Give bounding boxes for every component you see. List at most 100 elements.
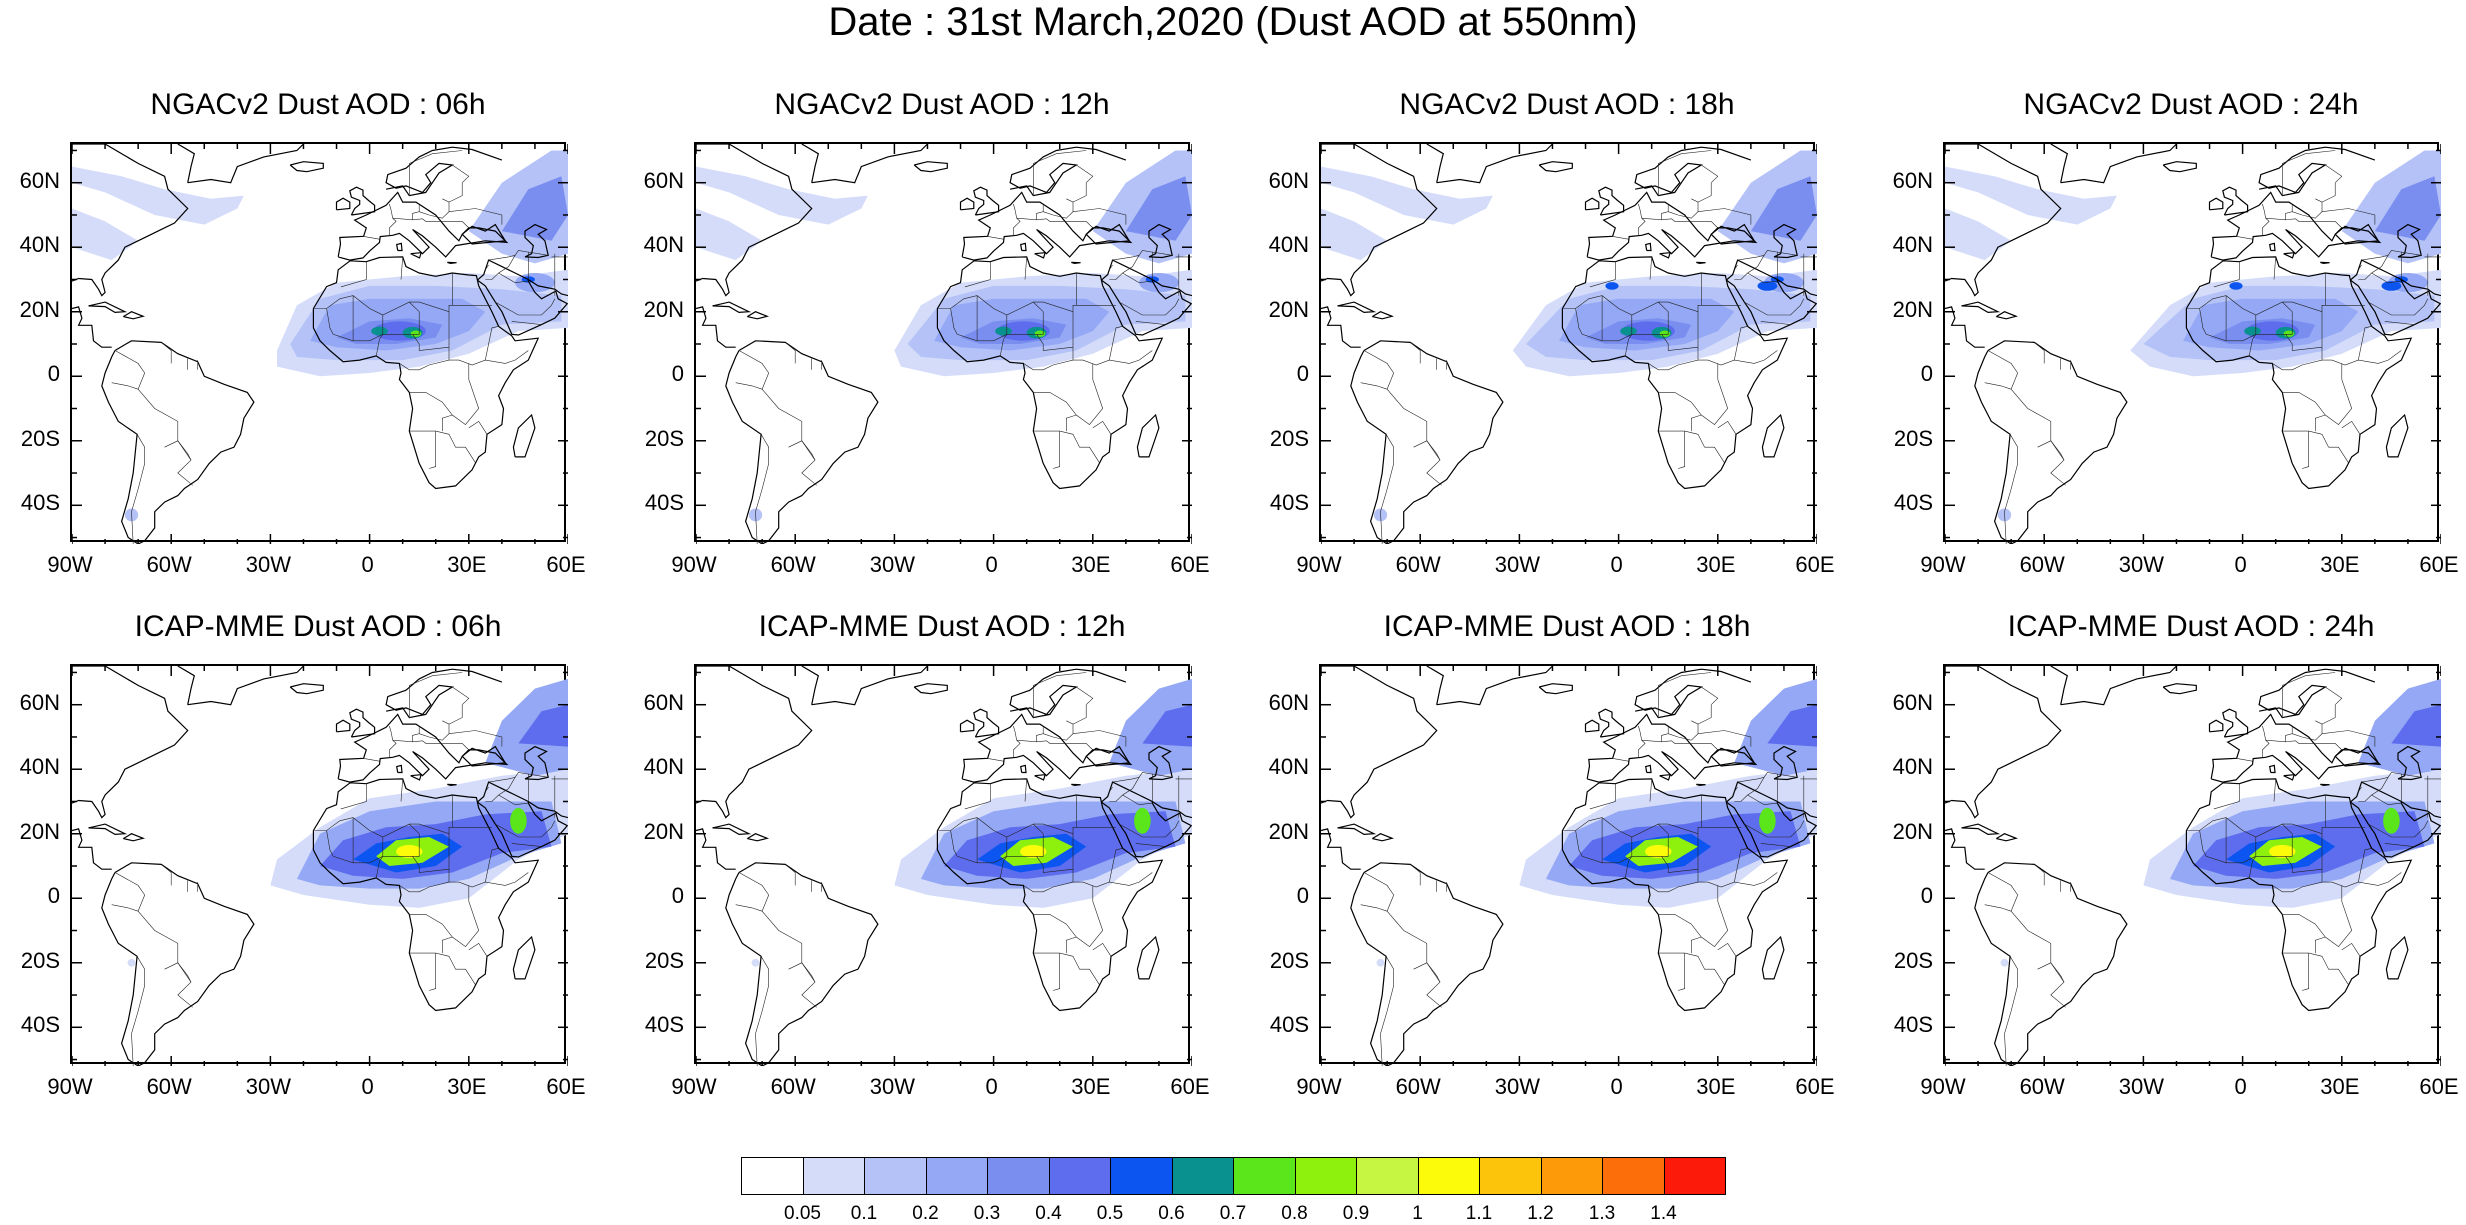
dust-max	[396, 845, 423, 858]
country-border	[2010, 911, 2065, 983]
coastline	[410, 252, 423, 259]
country-border	[1109, 848, 1123, 883]
lon-label: 30W	[869, 552, 916, 577]
dust-max	[1034, 330, 1046, 337]
lat-label: 0	[671, 361, 684, 387]
country-border	[511, 321, 542, 325]
country-border	[1013, 203, 1021, 236]
country-border	[340, 783, 367, 810]
coastline	[2320, 261, 2330, 265]
country-border	[2387, 772, 2402, 802]
coastline	[973, 186, 1000, 216]
country-border	[2358, 264, 2362, 270]
country-border	[429, 431, 437, 469]
coastline	[2385, 413, 2409, 458]
country-border	[1023, 350, 1153, 371]
country-border	[2272, 872, 2402, 893]
country-border	[1744, 298, 1805, 316]
lat-label: 0	[671, 883, 684, 909]
country-border	[2235, 236, 2253, 240]
lat-label: 40S	[644, 490, 684, 516]
country-border	[514, 250, 529, 280]
colorbar-swatch	[1233, 1157, 1296, 1195]
country-border	[448, 182, 463, 203]
country-border	[511, 843, 542, 847]
panel-title: NGACv2 Dust AOD : 12h	[774, 88, 1110, 121]
coastline	[696, 306, 736, 348]
country-border	[1138, 250, 1153, 280]
country-border	[1589, 261, 1616, 288]
country-border	[1360, 350, 1395, 390]
country-border	[1760, 843, 1791, 847]
country-border	[1658, 430, 1725, 463]
dust-envelope	[696, 166, 868, 225]
lat-label: 20S	[1269, 425, 1309, 451]
coastline	[712, 823, 752, 836]
ticks	[1945, 144, 2441, 544]
colorbar-label: 0.2	[912, 1203, 939, 1224]
lon-label: 30E	[2320, 1074, 2360, 1099]
borders	[1360, 150, 1817, 544]
country-border	[1033, 952, 1100, 985]
country-border	[2235, 758, 2253, 762]
country-border	[1065, 936, 1077, 954]
country-border	[409, 301, 420, 335]
dust-plume	[371, 326, 388, 336]
country-border	[1152, 251, 1173, 256]
coastline	[1085, 745, 1131, 767]
coastline	[1085, 223, 1131, 245]
country-border	[2384, 843, 2415, 847]
country-border	[964, 783, 991, 810]
coastline	[1321, 666, 1438, 819]
lon-label: 30W	[869, 1074, 916, 1099]
lat-label: 40N	[19, 754, 60, 780]
colorbar-swatch	[1171, 1157, 1234, 1195]
coastline	[2258, 668, 2376, 719]
country-border	[2037, 962, 2066, 1008]
coastline	[477, 259, 568, 336]
lon-label: 0	[985, 1074, 998, 1099]
coastline	[88, 301, 128, 314]
coastline	[1773, 745, 1798, 781]
dust-max	[1645, 845, 1672, 858]
country-border	[485, 848, 499, 883]
lon-label: 90W	[671, 1074, 717, 1099]
coastline	[2385, 935, 2409, 980]
country-border	[1690, 414, 1702, 432]
map-canvas	[1945, 666, 2441, 1066]
coastline	[1148, 745, 1173, 781]
country-border	[1611, 758, 1629, 762]
country-border	[2387, 250, 2402, 280]
country-border	[1649, 778, 1652, 802]
country-border	[1658, 885, 1729, 948]
coastline	[712, 301, 752, 314]
colorbar-label: 1.3	[1588, 1203, 1616, 1224]
country-border	[2282, 823, 2293, 857]
ticks	[696, 144, 1192, 544]
coastline	[2222, 708, 2249, 738]
coastline	[1961, 301, 2001, 314]
country-border	[1109, 326, 1123, 361]
coastline	[1538, 161, 1573, 173]
dust-envelope	[72, 208, 139, 261]
country-border	[1701, 686, 1719, 705]
dust-plume	[1757, 281, 1778, 291]
ticks	[696, 666, 1192, 1066]
lat-label: 40S	[20, 490, 60, 516]
coastline	[1945, 828, 1985, 870]
panel-title: NGACv2 Dust AOD : 24h	[2023, 88, 2359, 121]
country-border	[1024, 256, 1027, 280]
lon-label: 90W	[47, 1074, 93, 1099]
coastline	[335, 197, 351, 211]
coastline	[72, 144, 189, 297]
country-border	[340, 261, 367, 288]
coastline	[1034, 252, 1047, 259]
dust-envelope	[696, 208, 763, 261]
country-border	[1717, 942, 1737, 957]
map-canvas	[696, 666, 1192, 1066]
dust-envelope	[1945, 208, 2012, 261]
coastline	[385, 668, 503, 719]
lon-label: 60W	[1395, 552, 1441, 577]
lon-label: 60W	[146, 1074, 192, 1099]
lat-label: 20S	[1269, 947, 1309, 973]
